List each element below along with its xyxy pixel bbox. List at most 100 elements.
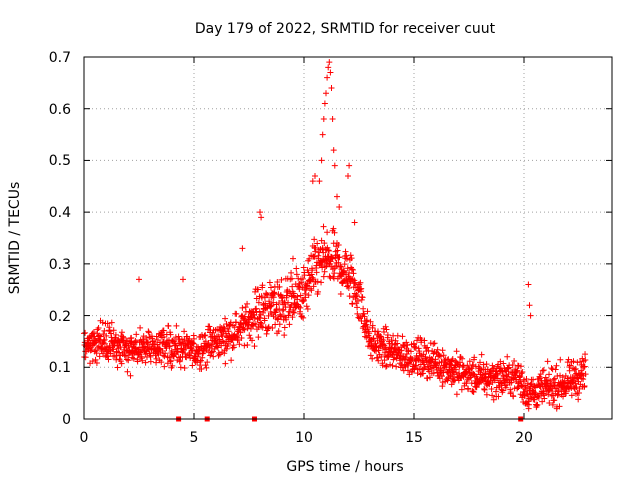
data-point <box>323 90 329 97</box>
data-point <box>290 255 296 262</box>
data-point <box>495 393 502 400</box>
data-point <box>487 369 494 376</box>
data-point <box>241 342 248 349</box>
data-point <box>105 356 112 363</box>
data-point <box>201 332 208 339</box>
data-point <box>424 344 431 351</box>
data-point <box>548 365 555 372</box>
data-point <box>354 297 361 304</box>
data-point <box>145 328 152 335</box>
data-point <box>134 358 141 365</box>
data-point <box>209 329 216 336</box>
data-point <box>175 348 182 355</box>
data-point <box>554 392 561 399</box>
data-point <box>111 342 118 349</box>
data-point <box>525 401 532 408</box>
data-point <box>263 291 270 298</box>
data-point <box>523 375 530 382</box>
data-point <box>202 362 209 369</box>
data-point <box>233 310 240 317</box>
data-point <box>283 292 290 299</box>
data-point <box>547 378 554 385</box>
data-point <box>557 356 564 363</box>
data-point <box>337 291 344 298</box>
data-point <box>336 203 343 210</box>
data-point <box>362 318 369 325</box>
data-point <box>541 395 548 402</box>
data-point <box>477 359 483 366</box>
data-point <box>341 261 348 268</box>
data-point <box>344 265 351 272</box>
data-point <box>550 382 557 389</box>
data-point <box>378 353 385 360</box>
data-point <box>537 375 544 382</box>
data-point <box>421 337 428 344</box>
data-point <box>507 389 514 396</box>
data-point <box>582 356 589 363</box>
plot-frame <box>83 56 613 420</box>
data-point <box>553 362 560 369</box>
data-point <box>271 290 278 297</box>
data-point <box>261 306 268 313</box>
data-point <box>320 116 327 123</box>
data-point <box>576 390 582 397</box>
data-point <box>238 335 245 342</box>
data-point <box>291 309 298 316</box>
data-point <box>415 356 422 363</box>
data-point <box>345 172 351 179</box>
data-point <box>511 357 518 364</box>
data-point <box>320 223 327 230</box>
grid-lines <box>84 57 612 419</box>
data-point <box>464 362 471 369</box>
data-point <box>448 381 455 388</box>
data-point <box>104 320 111 327</box>
data-point <box>573 384 580 391</box>
data-point <box>251 343 258 350</box>
data-point <box>137 353 144 360</box>
data-point <box>430 340 437 347</box>
data-point <box>545 391 552 398</box>
x-axis-label: GPS time / hours <box>286 459 403 475</box>
data-point <box>579 355 586 362</box>
data-point <box>270 299 277 306</box>
data-point <box>145 339 152 346</box>
data-point <box>124 368 131 375</box>
data-point <box>312 244 319 251</box>
data-point <box>147 358 154 365</box>
data-point <box>191 335 197 342</box>
data-point <box>536 382 543 389</box>
data-point <box>269 324 276 331</box>
data-point <box>513 376 520 383</box>
data-point <box>286 321 293 328</box>
data-point <box>271 289 278 296</box>
data-point <box>470 362 477 369</box>
data-point <box>244 341 251 348</box>
data-point <box>566 362 573 369</box>
data-point <box>382 323 389 330</box>
data-point <box>393 363 400 370</box>
data-point <box>263 305 270 312</box>
x-tick-label: 20 <box>515 430 533 446</box>
data-point <box>175 333 182 340</box>
data-point <box>342 248 349 255</box>
data-point <box>255 334 262 341</box>
data-point <box>171 337 178 344</box>
data-point <box>341 268 348 275</box>
data-point <box>535 394 542 401</box>
data-point <box>383 326 390 333</box>
data-point <box>303 283 310 290</box>
data-point <box>293 265 300 272</box>
data-point <box>139 357 146 364</box>
data-point <box>282 300 289 307</box>
data-point <box>430 370 437 377</box>
data-point <box>318 279 325 286</box>
data-point <box>422 353 429 360</box>
data-point <box>206 323 213 330</box>
data-point <box>107 330 114 337</box>
data-point <box>332 255 339 262</box>
data-point <box>142 359 149 366</box>
data-point <box>533 402 540 409</box>
data-point <box>136 350 143 357</box>
data-point <box>422 345 429 352</box>
